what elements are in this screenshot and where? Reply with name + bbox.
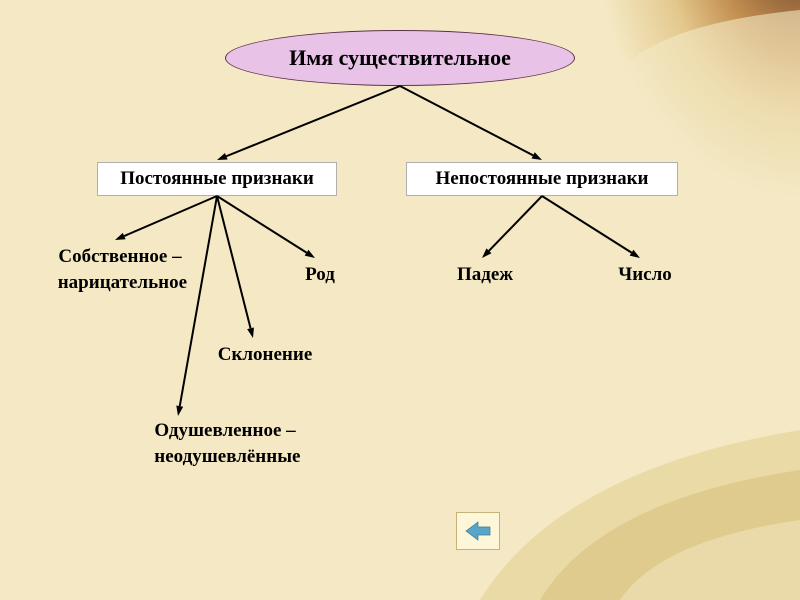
leaf-declension: Склонение: [195, 342, 335, 368]
arrow-layer: [0, 0, 800, 600]
nav-back-button[interactable]: [456, 512, 500, 550]
branch-label-permanent: Постоянные признаки: [120, 168, 314, 190]
leaf-proper: Собственное – нарицательное: [20, 244, 220, 295]
branch-box-permanent: Постоянные признаки: [97, 162, 337, 196]
leaf-case: Падеж: [440, 262, 530, 288]
title-ellipse: Имя существительное: [225, 30, 575, 86]
leaf-gender: Род: [285, 262, 355, 288]
leaf-number: Число: [600, 262, 690, 288]
branch-label-nonpermanent: Непостоянные признаки: [436, 168, 649, 190]
leaf-animate: Одушевленное – неодушевлённые: [110, 418, 340, 469]
arrow-left-icon: [464, 520, 492, 542]
branch-box-nonpermanent: Непостоянные признаки: [406, 162, 678, 196]
title-text: Имя существительное: [289, 45, 511, 71]
